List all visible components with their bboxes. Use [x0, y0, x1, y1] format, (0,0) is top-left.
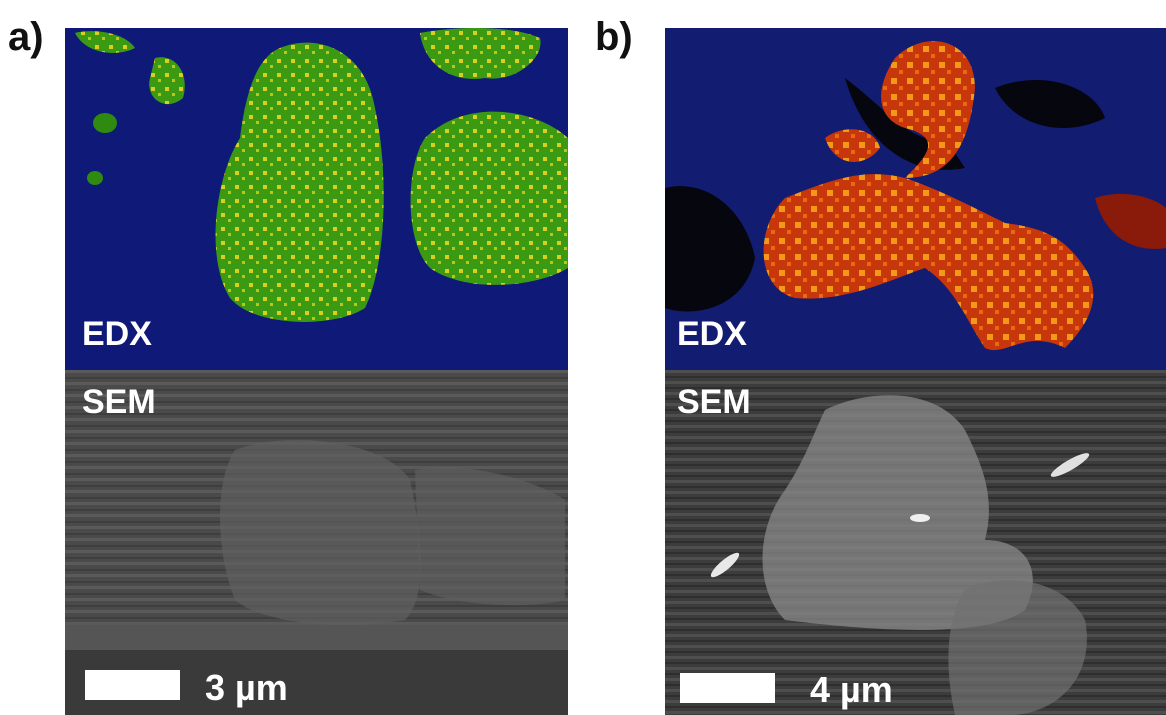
scale-bar-label: 4 µm [810, 669, 893, 710]
page: a) EDX SEM 3 µm b) EDX SEM [0, 0, 1166, 715]
sem-image-b [665, 370, 1166, 715]
scale-bar-label: 3 µm [205, 667, 288, 708]
edx-label: EDX [677, 315, 747, 353]
scale-bar [680, 673, 775, 703]
sem-label: SEM [677, 383, 751, 421]
panel-label: b) [595, 15, 633, 59]
figure: a) EDX SEM 3 µm b) EDX SEM [0, 0, 1166, 715]
sem-image-a [65, 370, 568, 715]
panel-label: a) [8, 15, 44, 59]
scale-bar [85, 670, 180, 700]
sem-label: SEM [82, 383, 156, 421]
edx-label: EDX [82, 315, 152, 353]
